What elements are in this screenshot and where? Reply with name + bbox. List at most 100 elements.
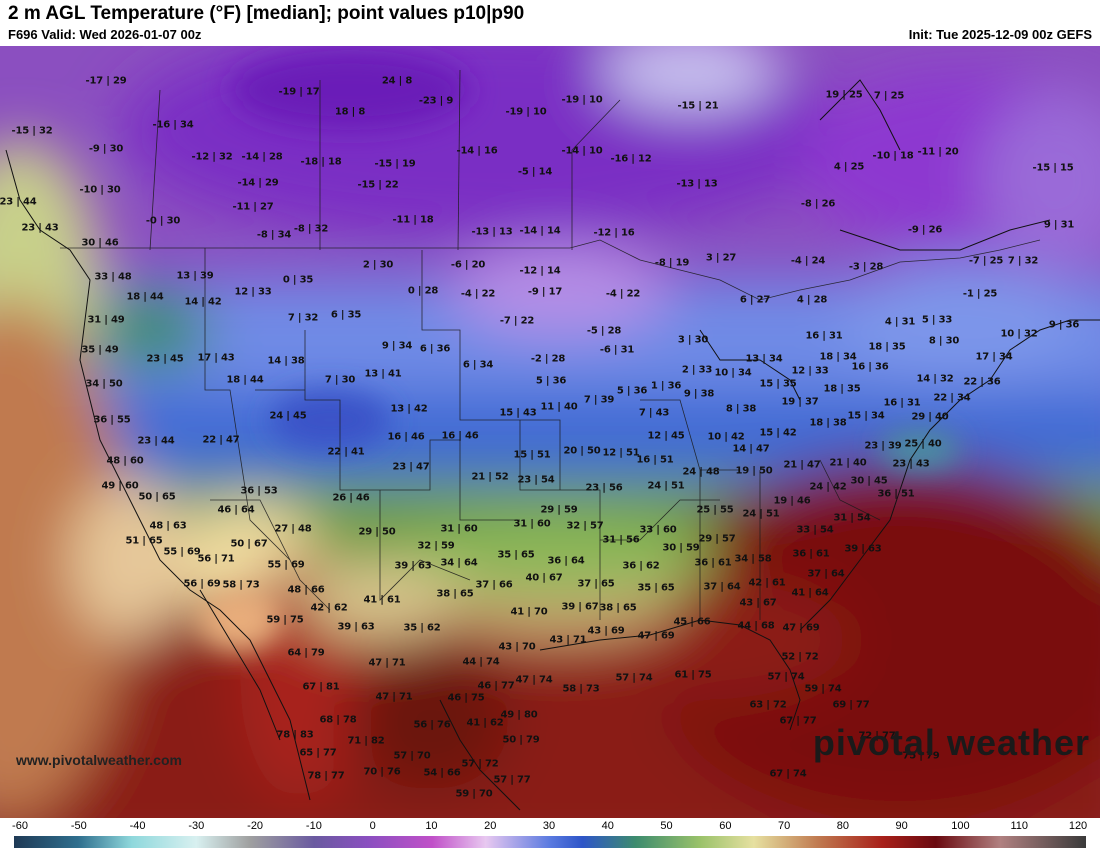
point-value: 14 | 42 xyxy=(184,296,222,308)
point-value: 10 | 34 xyxy=(714,367,752,379)
point-value: -2 | 28 xyxy=(530,353,566,365)
point-value: -11 | 18 xyxy=(392,214,434,226)
point-value: -19 | 17 xyxy=(278,86,320,98)
point-value: -9 | 26 xyxy=(907,224,943,236)
point-value: 14 | 47 xyxy=(732,443,770,455)
point-value: 23 | 47 xyxy=(392,461,430,473)
point-value: 6 | 36 xyxy=(419,343,451,355)
point-value: 75 | 79 xyxy=(902,750,940,762)
point-value: -3 | 28 xyxy=(848,261,884,273)
temperature-map[interactable]: -17 | 29 -15 | 32 -9 | 30 -10 | 30 23 | 44 23… xyxy=(0,46,1100,818)
point-value: 14 | 38 xyxy=(267,355,305,367)
point-value: -17 | 29 xyxy=(85,75,127,87)
point-value: 7 | 39 xyxy=(583,394,615,406)
point-value: 56 | 71 xyxy=(197,553,235,565)
point-value: 46 | 75 xyxy=(447,692,485,704)
point-value: 78 | 83 xyxy=(276,729,314,741)
legend-tick: 110 xyxy=(1010,820,1028,832)
point-value: 50 | 79 xyxy=(502,734,540,746)
point-value: 37 | 64 xyxy=(807,568,845,580)
point-value: -14 | 10 xyxy=(561,145,603,157)
point-value: 15 | 35 xyxy=(759,378,797,390)
point-value: -8 | 26 xyxy=(800,198,836,210)
point-value: 35 | 65 xyxy=(497,549,535,561)
point-value: 16 | 46 xyxy=(441,430,479,442)
point-value: 3 | 27 xyxy=(705,252,737,264)
point-value: 24 | 51 xyxy=(647,480,685,492)
point-value: 13 | 39 xyxy=(176,270,214,282)
point-value: 47 | 69 xyxy=(782,622,820,634)
point-value: 32 | 59 xyxy=(417,540,455,552)
point-value: 42 | 62 xyxy=(310,602,348,614)
point-value: 19 | 46 xyxy=(773,495,811,507)
legend-tick: -10 xyxy=(305,820,322,832)
point-value: 5 | 36 xyxy=(535,375,567,387)
legend-tick: 80 xyxy=(836,820,849,832)
point-value: 1 | 36 xyxy=(650,380,682,392)
point-value: 57 | 70 xyxy=(393,750,431,762)
point-value: -9 | 30 xyxy=(88,143,124,155)
point-value: 49 | 80 xyxy=(500,709,538,721)
point-value: -14 | 16 xyxy=(456,145,498,157)
point-value: 12 | 45 xyxy=(647,430,685,442)
point-value: -8 | 32 xyxy=(293,223,329,235)
point-value: 24 | 42 xyxy=(809,481,847,493)
point-value: -8 | 34 xyxy=(256,229,292,241)
point-value: -15 | 19 xyxy=(374,158,416,170)
point-value: 15 | 51 xyxy=(513,449,551,461)
point-value: 8 | 38 xyxy=(725,403,757,415)
init-time: Init: Tue 2025-12-09 00z GEFS xyxy=(908,27,1092,42)
site-watermark: www.pivotalweather.com xyxy=(16,752,182,768)
point-value: -15 | 21 xyxy=(677,100,719,112)
point-value: 41 | 61 xyxy=(363,594,401,606)
point-value: 39 | 63 xyxy=(337,621,375,633)
point-value: -6 | 20 xyxy=(450,259,486,271)
point-value: 22 | 34 xyxy=(933,392,971,404)
point-value: 16 | 51 xyxy=(636,454,674,466)
point-value: 36 | 61 xyxy=(792,548,830,560)
map-title: 2 m AGL Temperature (°F) [median]; point… xyxy=(8,3,525,24)
point-value: 9 | 36 xyxy=(1048,319,1080,331)
point-value: 22 | 41 xyxy=(327,446,365,458)
point-value: 18 | 44 xyxy=(126,291,164,303)
point-value: 48 | 60 xyxy=(106,455,144,467)
point-value: 78 | 77 xyxy=(307,770,345,782)
point-value: 29 | 40 xyxy=(911,411,949,423)
point-value: 9 | 34 xyxy=(381,340,413,352)
point-value: 39 | 63 xyxy=(394,560,432,572)
point-value: 67 | 77 xyxy=(779,715,817,727)
point-value: 35 | 65 xyxy=(637,582,675,594)
point-value: 43 | 71 xyxy=(549,634,587,646)
point-value: -0 | 30 xyxy=(145,215,181,227)
point-value: -23 | 9 xyxy=(418,95,454,107)
point-value: -13 | 13 xyxy=(471,226,513,238)
point-value: -18 | 18 xyxy=(300,156,342,168)
point-value: -7 | 22 xyxy=(499,315,535,327)
point-value: 23 | 43 xyxy=(21,222,59,234)
point-value: 33 | 60 xyxy=(639,524,677,536)
map-field xyxy=(0,46,1100,818)
point-value: 24 | 51 xyxy=(742,508,780,520)
point-value: -19 | 10 xyxy=(561,94,603,106)
point-value: 51 | 65 xyxy=(125,535,163,547)
point-value: 33 | 48 xyxy=(94,271,132,283)
point-value: 56 | 69 xyxy=(183,578,221,590)
point-value: 24 | 45 xyxy=(269,410,307,422)
point-value: 57 | 74 xyxy=(767,671,805,683)
point-value: 52 | 72 xyxy=(781,651,819,663)
legend-tick: -50 xyxy=(70,820,87,832)
point-value: 48 | 63 xyxy=(149,520,187,532)
point-value: 29 | 57 xyxy=(698,533,736,545)
point-value: 36 | 64 xyxy=(547,555,585,567)
point-value: 36 | 61 xyxy=(694,557,732,569)
point-value: 19 | 50 xyxy=(735,465,773,477)
point-value: 0 | 28 xyxy=(407,285,439,297)
point-value: 23 | 44 xyxy=(137,435,175,447)
point-value: -12 | 16 xyxy=(593,227,635,239)
point-value: 23 | 39 xyxy=(864,440,902,452)
legend-tick: -40 xyxy=(129,820,146,832)
point-value: 13 | 34 xyxy=(745,353,783,365)
point-value: 23 | 43 xyxy=(892,458,930,470)
point-value: 7 | 43 xyxy=(638,407,670,419)
point-value: 24 | 8 xyxy=(381,75,413,87)
